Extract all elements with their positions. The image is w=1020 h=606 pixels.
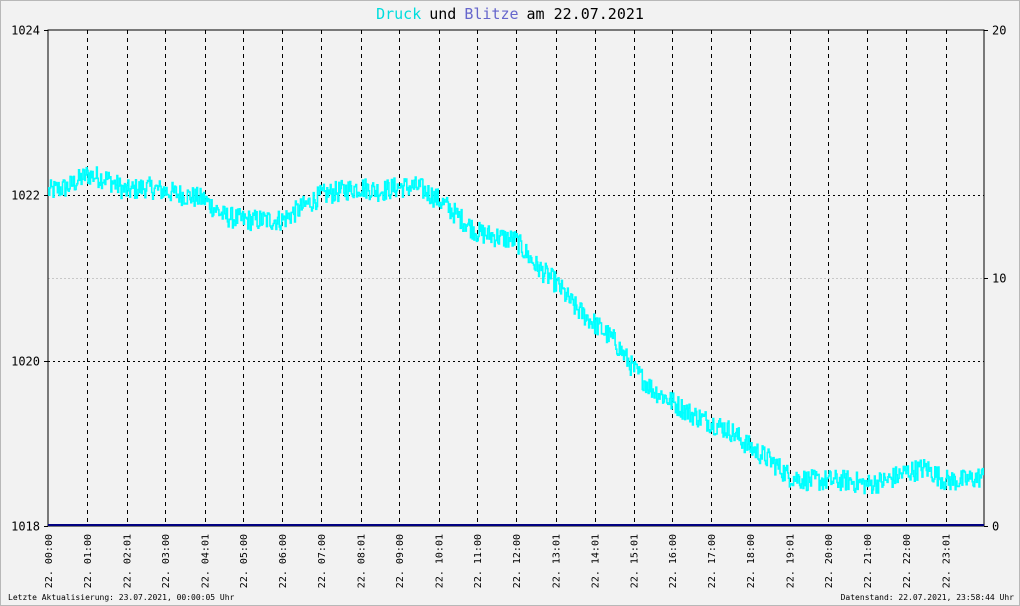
x-tick-label: 22. 18:00 [746, 534, 757, 588]
series [48, 166, 984, 526]
x-tick-label: 22. 11:00 [473, 534, 484, 588]
footer-last-update: Letzte Aktualisierung: 23.07.2021, 00:00… [8, 593, 235, 602]
y-right-tick-label: 20 [992, 24, 1006, 38]
x-tick-label: 22. 20:00 [824, 534, 835, 588]
y-right-tick-label: 0 [992, 520, 999, 534]
x-tick-label: 22. 08:01 [357, 534, 368, 588]
x-tick-label: 22. 04:01 [201, 534, 212, 588]
x-tick-label: 22. 21:00 [863, 534, 874, 588]
x-tick-label: 22. 22:00 [902, 534, 913, 588]
x-tick-label: 22. 05:00 [239, 534, 250, 588]
x-tick-label: 22. 17:00 [707, 534, 718, 588]
x-tick-label: 22. 00:00 [44, 534, 55, 588]
x-tick-label: 22. 12:00 [512, 534, 523, 588]
footer-data-status: Datenstand: 22.07.2021, 23:58:44 Uhr [840, 593, 1014, 602]
x-tick-label: 22. 16:00 [668, 534, 679, 588]
x-tick-label: 22. 03:00 [161, 534, 172, 588]
x-tick-label: 22. 02:01 [123, 534, 134, 588]
x-tick-label: 22. 23:01 [942, 534, 953, 588]
x-tick-label: 22. 19:01 [786, 534, 797, 588]
title-date: am 22.07.2021 [527, 5, 644, 23]
x-tick-label: 22. 07:00 [317, 534, 328, 588]
y-axis-right: 20 10 0 [984, 24, 1006, 534]
x-tick-label: 22. 09:00 [395, 534, 406, 588]
y-axis-left: 1024 1022 1020 1018 [11, 24, 48, 534]
chart-title: Druck und Blitze am 22.07.2021 [376, 5, 644, 23]
title-blitze: Blitze [464, 5, 518, 23]
x-tick-label: 22. 14:01 [591, 534, 602, 588]
x-axis: 22. 00:00 22. 01:00 22. 02:01 22. 03:00 22. … [44, 534, 953, 588]
x-tick-label: 22. 06:00 [278, 534, 289, 588]
x-tick-label: 22. 15:01 [630, 534, 641, 588]
y-left-tick-label: 1018 [11, 520, 40, 534]
y-right-tick-label: 10 [992, 272, 1006, 286]
pressure-series-line [48, 166, 984, 495]
x-tick-label: 22. 13:01 [552, 534, 563, 588]
y-left-tick-label: 1020 [11, 355, 40, 369]
x-tick-label: 22. 01:00 [83, 534, 94, 588]
title-und: und [429, 5, 456, 23]
grid [48, 30, 984, 526]
y-left-tick-label: 1024 [11, 24, 40, 38]
y-left-tick-label: 1022 [11, 189, 40, 203]
x-tick-label: 22. 10:01 [435, 534, 446, 588]
title-druck: Druck [376, 5, 421, 23]
